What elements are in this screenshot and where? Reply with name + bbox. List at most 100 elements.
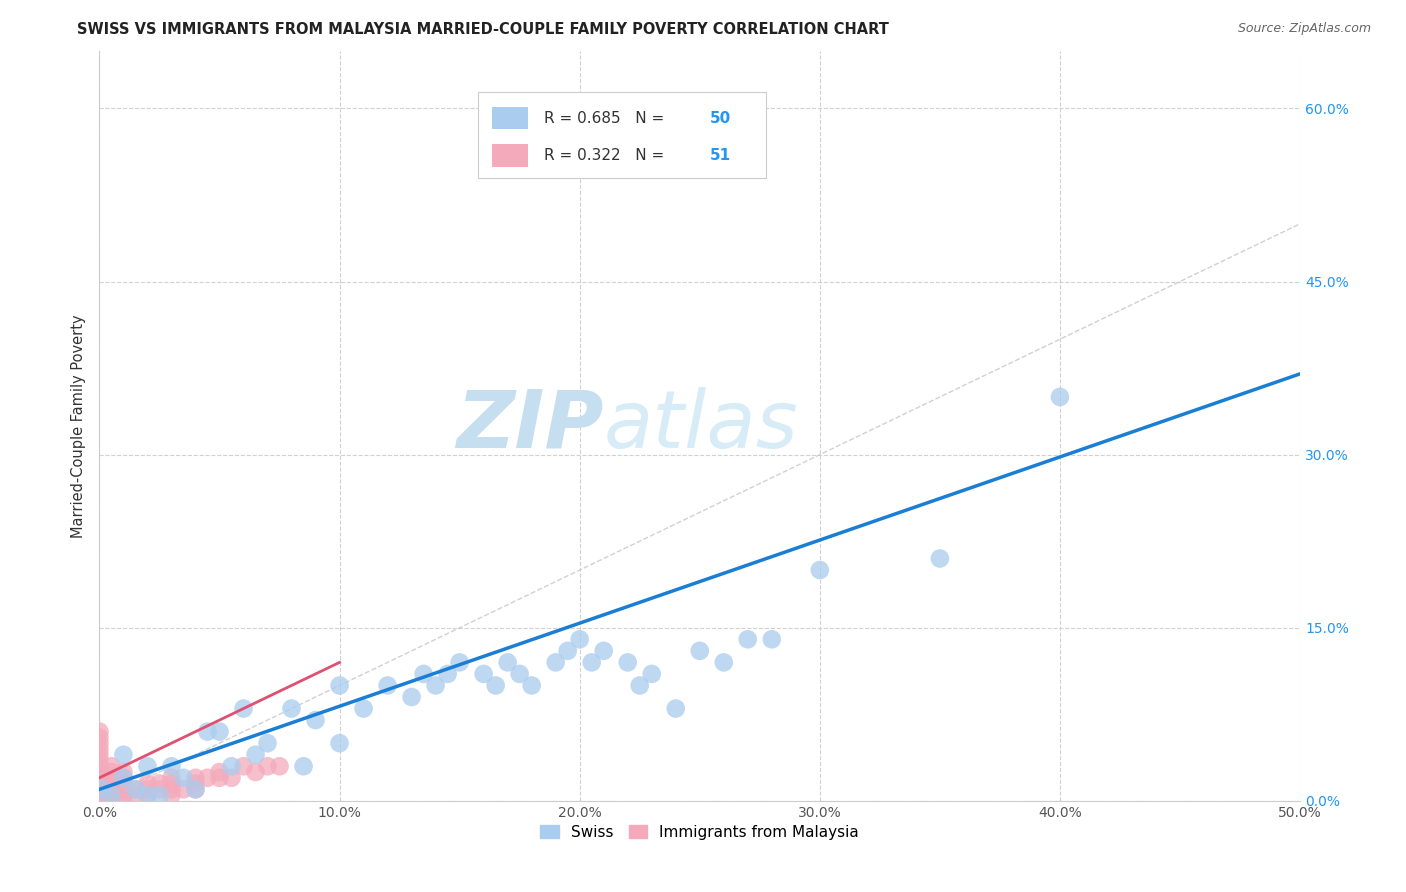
Point (89, 794, 111, 808)
Point (124, 788, 146, 802)
Point (256, 736, 278, 750)
Point (581, 656, 603, 670)
Point (197, 771, 219, 785)
Point (160, 782, 183, 797)
Text: R = 0.685   N =: R = 0.685 N = (544, 111, 669, 126)
Point (136, 782, 159, 797)
Point (568, 632, 591, 647)
Point (148, 782, 170, 797)
Point (761, 632, 783, 647)
Point (112, 771, 135, 785)
Point (112, 782, 135, 797)
Point (232, 701, 254, 715)
Point (89, 724, 111, 739)
Point (208, 765, 231, 780)
Point (148, 788, 170, 802)
Point (401, 690, 423, 704)
Point (100, 794, 122, 808)
Point (592, 644, 614, 658)
Point (245, 765, 267, 780)
Point (928, 551, 950, 566)
Point (245, 747, 267, 762)
Point (329, 736, 352, 750)
Point (100, 759, 122, 773)
Text: Source: ZipAtlas.com: Source: ZipAtlas.com (1237, 22, 1371, 36)
Point (184, 776, 207, 790)
Point (89, 731, 111, 745)
Point (329, 678, 352, 692)
Point (412, 667, 434, 681)
Point (124, 782, 146, 797)
Point (136, 788, 159, 802)
Point (89, 754, 111, 768)
Point (616, 656, 638, 670)
Point (269, 759, 291, 773)
Point (221, 759, 243, 773)
Text: 51: 51 (710, 148, 731, 163)
Point (353, 701, 375, 715)
Point (89, 736, 111, 750)
Point (124, 782, 146, 797)
Point (472, 667, 495, 681)
Point (713, 656, 735, 670)
Point (485, 678, 508, 692)
Point (184, 782, 207, 797)
Point (160, 759, 183, 773)
Point (148, 776, 170, 790)
Point (172, 771, 194, 785)
Point (89, 742, 111, 756)
Point (665, 701, 688, 715)
FancyBboxPatch shape (492, 107, 529, 129)
Point (520, 678, 543, 692)
Point (112, 747, 135, 762)
Point (100, 765, 122, 780)
Point (89, 759, 111, 773)
Point (89, 771, 111, 785)
Point (208, 771, 231, 785)
Point (136, 788, 159, 802)
Point (90, 782, 112, 797)
Point (100, 771, 122, 785)
Point (425, 678, 447, 692)
Point (557, 644, 579, 658)
Point (496, 656, 519, 670)
Point (160, 771, 183, 785)
Y-axis label: Married-Couple Family Poverty: Married-Couple Family Poverty (72, 314, 86, 538)
Point (89, 765, 111, 780)
Legend: Swiss, Immigrants from Malaysia: Swiss, Immigrants from Malaysia (534, 819, 865, 846)
Point (89, 747, 111, 762)
Point (172, 782, 194, 797)
Point (112, 771, 135, 785)
Text: ZIP: ZIP (457, 387, 603, 465)
Point (292, 759, 315, 773)
Point (449, 656, 471, 670)
Point (184, 771, 207, 785)
Point (89, 782, 111, 797)
Point (100, 782, 122, 797)
Point (221, 771, 243, 785)
Text: atlas: atlas (603, 387, 799, 465)
Point (112, 765, 135, 780)
Point (737, 632, 759, 647)
Point (304, 713, 326, 727)
Point (208, 724, 231, 739)
Point (89, 776, 111, 790)
Point (160, 776, 183, 790)
Point (544, 656, 567, 670)
Point (256, 759, 278, 773)
FancyBboxPatch shape (492, 145, 529, 167)
Point (136, 759, 159, 773)
Point (100, 776, 122, 790)
Point (136, 776, 159, 790)
Point (436, 667, 458, 681)
Point (509, 667, 531, 681)
Text: R = 0.322   N =: R = 0.322 N = (544, 148, 669, 163)
Point (160, 788, 183, 802)
Point (112, 794, 135, 808)
Point (232, 759, 254, 773)
Point (100, 788, 122, 802)
Point (89, 782, 111, 797)
Text: SWISS VS IMMIGRANTS FROM MALAYSIA MARRIED-COUPLE FAMILY POVERTY CORRELATION CHAR: SWISS VS IMMIGRANTS FROM MALAYSIA MARRIE… (77, 22, 889, 37)
Point (100, 788, 122, 802)
Point (641, 667, 664, 681)
